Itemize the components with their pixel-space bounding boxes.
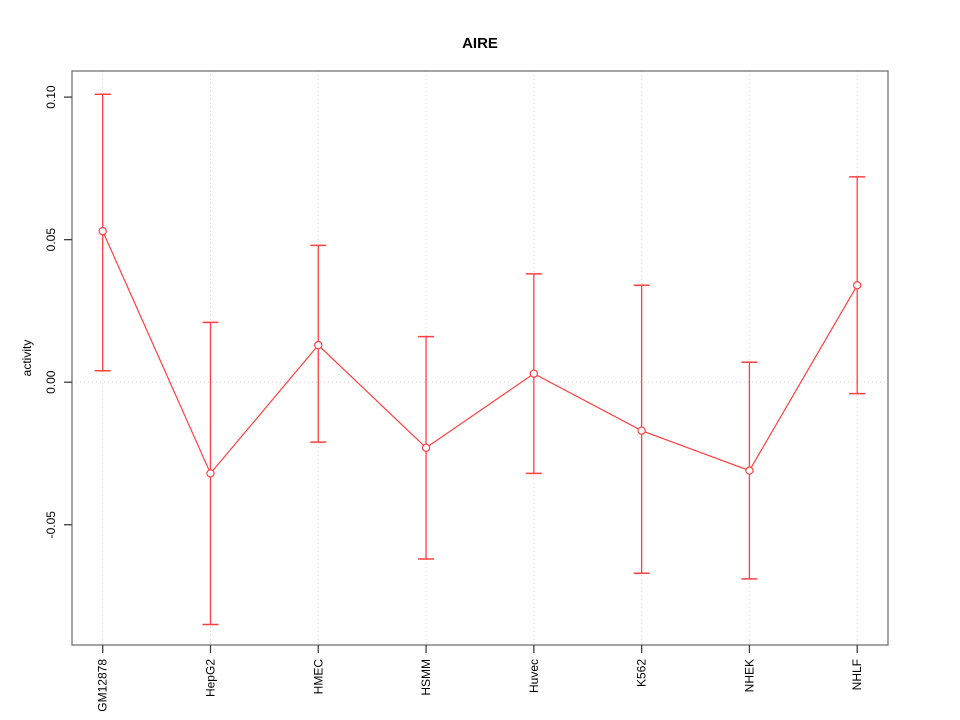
plot-box-layer bbox=[71, 70, 889, 646]
x-tick-label: HMEC bbox=[311, 659, 325, 695]
x-tick-label: GM12878 bbox=[96, 659, 110, 712]
data-point-marker bbox=[529, 369, 539, 378]
gridlines-layer bbox=[72, 71, 888, 645]
data-point-marker bbox=[206, 469, 215, 478]
axis-labels-layer: -0.05 0.00 0.05 0.10 GM12878 HepG2 HMEC HSMM Huv… bbox=[44, 85, 864, 712]
y-tick-label: 0.05 bbox=[44, 228, 58, 252]
plot-box bbox=[71, 70, 889, 646]
y-tick-label: 0.00 bbox=[44, 370, 58, 394]
data-point-marker bbox=[421, 443, 431, 452]
y-tick-label: -0.05 bbox=[44, 511, 58, 539]
series-layer bbox=[94, 93, 866, 626]
x-tick-label: HSMM bbox=[419, 659, 433, 696]
x-tick-label: NHEK bbox=[742, 659, 756, 692]
plot-title: AIRE bbox=[462, 35, 498, 52]
x-tick-label: HepG2 bbox=[203, 659, 217, 697]
data-point-marker bbox=[745, 466, 754, 475]
y-axis-title: activity bbox=[20, 340, 34, 377]
y-tick-label: 0.10 bbox=[44, 85, 58, 109]
x-tick-label: Huvec bbox=[527, 659, 541, 693]
series-line bbox=[102, 230, 858, 475]
data-point-marker bbox=[853, 281, 862, 290]
data-point-marker bbox=[314, 340, 323, 350]
data-point-marker bbox=[98, 226, 107, 236]
axis-ticks-layer bbox=[64, 96, 858, 653]
x-tick-label: NHLF bbox=[850, 659, 864, 690]
x-tick-label: K562 bbox=[635, 659, 649, 687]
data-point-marker bbox=[637, 426, 646, 435]
